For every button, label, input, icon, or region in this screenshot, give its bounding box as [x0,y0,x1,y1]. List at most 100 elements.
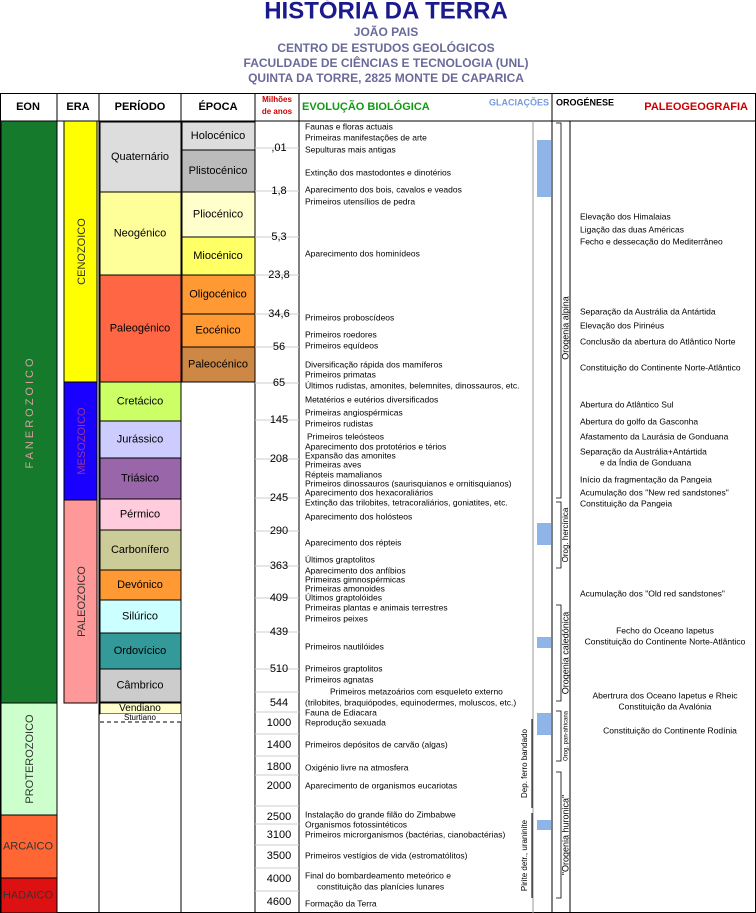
eon-label: PROTEROZOICO [24,714,36,804]
paleogeography-text: Constituição do Continente Norte-Atlânti… [585,636,746,646]
evolution-text: Primeiros dinossauros (saurisquianos e o… [305,478,512,488]
evolution-text: Últimos graptolitos [305,554,375,564]
epoch-label: Oligocénico [189,288,246,300]
evolution-text: Primeiros vestígios de vida (estromatóli… [305,850,468,860]
age-label: 4000 [267,873,291,885]
evolution-text: Oxigénio livre na atmosfera [305,762,409,772]
period-label: Jurássico [117,433,163,445]
age-label: 3500 [267,850,291,862]
col-header: EVOLUÇÃO BIOLÓGICA [302,100,430,113]
paleogeography-text: Conclusão da abertura do Atlântico Norte [580,336,736,346]
epoch-block [181,191,256,238]
period-label: Cretácico [117,395,163,407]
deposit-label: Dep. ferro bandado [520,728,529,797]
period-label: Silúrico [122,610,158,622]
eon-block [0,120,58,704]
evolution-text: Primeiros depósitos de carvão (algas) [305,739,448,749]
col-header: ÉPOCA [198,100,237,113]
evolution-text: Primeiras manifestações de arte [305,132,427,142]
era-label: CENOZOICO [76,218,88,285]
paleogeography-text: Constituição da Avalónia [619,701,712,711]
paleogeography-text: Elevação dos Pirinéus [580,320,664,330]
age-label: 1800 [267,761,291,773]
age-label: 1,8 [271,185,286,197]
paleogeography-text: e da Índia de Gonduana [600,457,691,467]
paleogeography-text: Constituição da Pangeia [580,498,672,508]
period-label: Pérmico [120,508,160,520]
era-label: PALEOZOICO [76,566,88,637]
age-label: 1400 [267,739,291,751]
orogeny-label: Orog. pan-africana [564,710,570,761]
period-block [99,632,182,670]
evolution-text: Primeiros primatas [305,369,376,379]
evolution-text: Extinção das trilobites, tetracoraliário… [305,497,508,507]
col-header: de anos [262,107,293,116]
age-label: 510 [270,663,288,675]
evolution-text: Últimos rudistas, amonites, belemnites, … [305,380,519,390]
age-label: 34,6 [268,308,289,320]
paleogeography-text: Acumulação dos "Old red sandstones" [580,588,725,598]
epoch-block [181,274,256,315]
epoch-block [181,346,256,383]
period-label: Ordovícico [114,645,167,657]
age-label: 439 [270,626,288,638]
paleogeography-text: Constituição do Continente Norte-Atlânti… [580,362,741,372]
period-label: Sturtiano [124,713,157,722]
evolution-text: Faunas e floras actuais [305,121,393,131]
col-header: Milhões [262,95,292,104]
evolution-text: Primeiros agnatas [305,674,374,684]
age-label: 5,3 [271,231,286,243]
header-line: QUINTA DA TORRE, 2825 MONTE DE CAPARICA [248,71,524,85]
col-header: OROGÉNESE [556,97,614,107]
period-label: Quaternário [111,151,169,163]
orogeny-label: Orog. hercínica [561,507,570,562]
evolution-text: constituição das planícies lunares [317,881,444,891]
period-block [99,121,182,193]
age-label: 409 [270,592,288,604]
period-block [99,668,182,703]
evolution-text: Primeiros metazoários com esqueleto exte… [330,686,503,696]
evolution-text: Organismos fotossintéticos [305,819,407,829]
evolution-text: Aparecimento dos prototérios e térios [305,441,446,451]
orogeny-bracket [556,501,562,569]
age-label: 4600 [267,896,291,908]
evolution-text: Primeiros rudistas [305,418,373,428]
evolution-text: Fauna de Ediacara [305,707,377,717]
evolution-text: Aparecimento dos bois, cavalos e veados [305,184,462,194]
age-label: ,01 [271,142,286,154]
epoch-block [181,121,256,151]
eon-block [0,702,58,816]
evolution-text: Formação da Terra [305,898,377,908]
era-block [63,381,98,501]
eon-label: HADAICO [3,889,54,901]
evolution-text: Extinção dos mastodontes e dinotérios [305,167,451,177]
col-header: EON [16,101,40,113]
period-block [99,191,182,276]
evolution-text: Sepulturas mais antigas [305,144,396,154]
evolution-text: Primeiros nautilóides [305,641,384,651]
evolution-text: Primeiros microrganismos (bactérias, cia… [305,829,505,839]
evolution-text: Répteis mamalianos [305,469,382,479]
paleogeography-text: Fecho do Oceano Iapetus [616,625,714,635]
period-label: Vendiano [119,703,161,714]
evolution-text: Aparecimento dos hexacoraliários [305,487,433,497]
evolution-text: Aparecimento dos holósteos [305,511,412,521]
evolution-text: Aparecimento de organismos eucariotas [305,780,457,790]
evolution-text: Diversificação rápida dos mamíferos [305,359,442,369]
evolution-text: Primeiros peixes [305,613,368,623]
evolution-text: Primeiros graptolitos [305,663,382,673]
evolution-text: Aparecimento dos anfíbios [305,565,406,575]
paleogeography-text: Afastamento da Laurásia de Gonduana [580,431,729,441]
paleogeography-text: Separação da Austrália+Antártida [580,446,707,456]
orogeny-bracket [556,771,562,899]
orogeny-label: Orogenia alpina [560,296,570,360]
orogeny-bracket [556,604,562,702]
evolution-text: Metatérios e eutérios diversificados [305,394,438,404]
col-header: ERA [66,101,89,113]
eon-label: ARCAICO [3,840,54,852]
period-label: Paleogénico [110,322,171,334]
deposit-label: Pirite detr., uraninite [520,819,529,891]
period-label: Neogénico [114,227,167,239]
epoch-label: Holocénico [191,130,245,142]
